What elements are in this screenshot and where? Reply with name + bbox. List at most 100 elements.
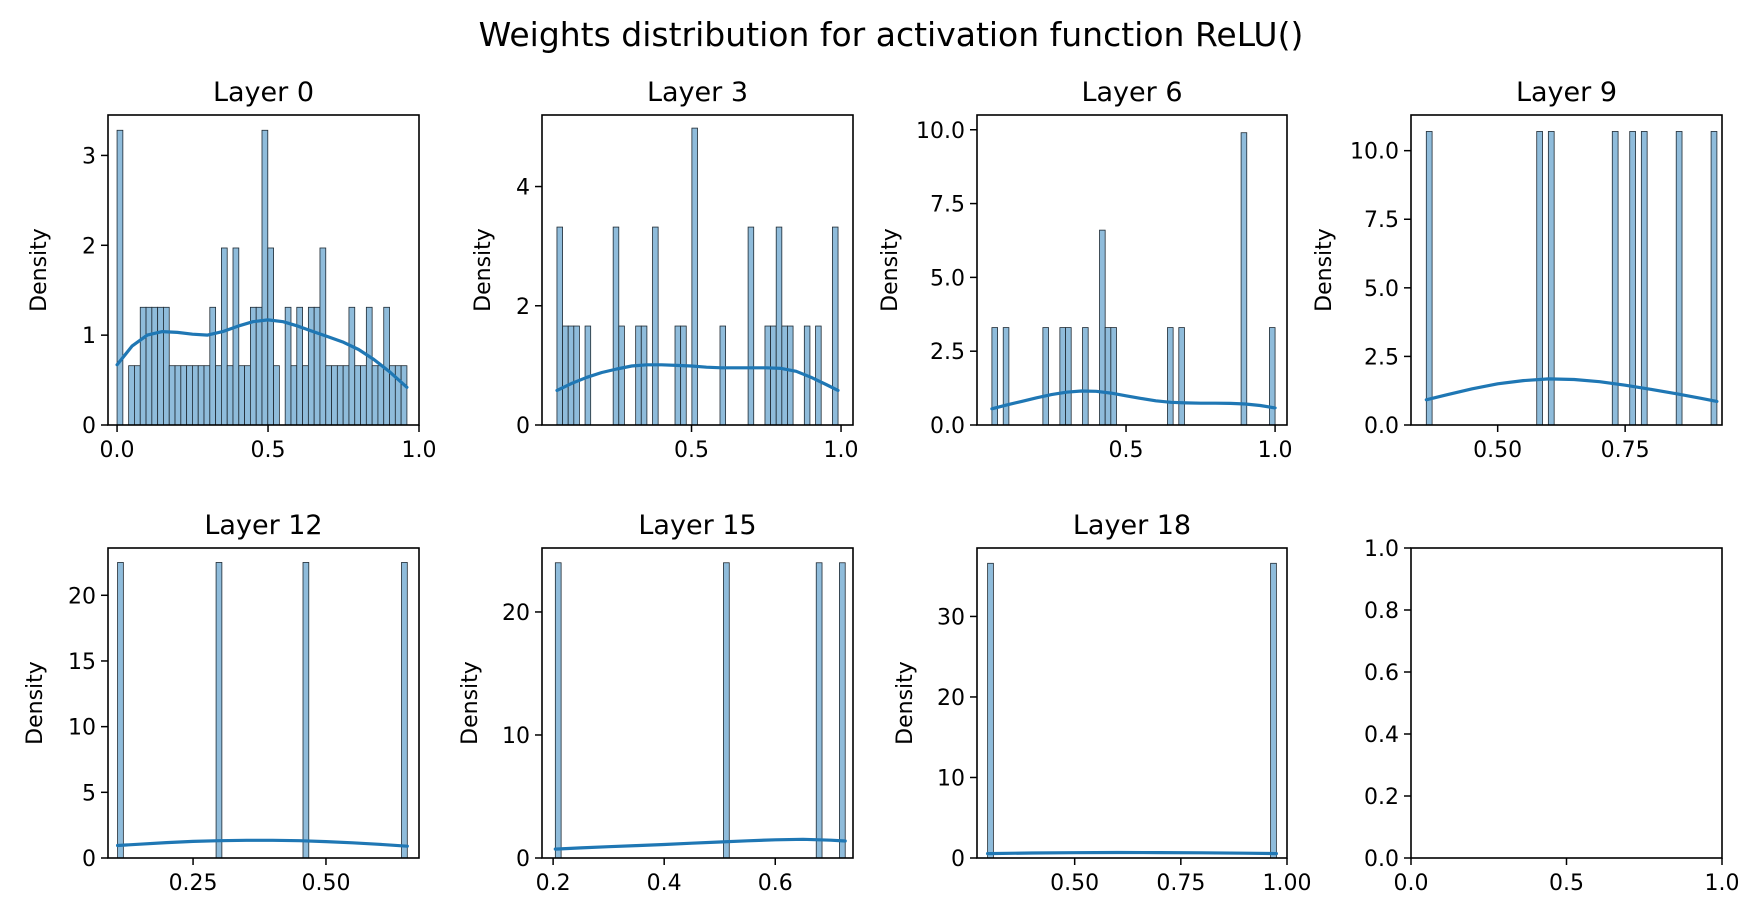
y-tick-label: 10.0 xyxy=(916,119,965,144)
histogram-bar xyxy=(197,365,205,426)
y-tick-label: 20 xyxy=(502,601,530,626)
x-tick-label: 1.00 xyxy=(1263,871,1312,896)
histogram-bar xyxy=(1065,327,1072,426)
y-tick-label: 2 xyxy=(82,234,96,259)
histogram-bar xyxy=(764,325,771,426)
histogram-bar xyxy=(618,325,625,426)
x-tick-label: 0.0 xyxy=(1394,871,1429,896)
y-tick-label: 20 xyxy=(68,584,96,609)
subplot-5: Layer 15 Density 0.2 0.4 0.6 0 10 20 xyxy=(458,510,854,896)
figure-title: Weights distribution for activation func… xyxy=(479,15,1304,54)
y-tick-label: 10 xyxy=(502,724,530,749)
y-tick-label: 7.5 xyxy=(1364,208,1399,233)
y-tick-label: 15 xyxy=(68,650,96,675)
histogram-bar xyxy=(117,562,124,859)
kde-line xyxy=(553,837,847,851)
histogram-bar xyxy=(652,226,659,426)
x-tick-label: 0.25 xyxy=(169,871,218,896)
histogram-bar xyxy=(331,365,338,426)
y-tick-label: 0.6 xyxy=(1364,661,1399,686)
subplot-title: Layer 6 xyxy=(1081,77,1182,108)
histogram-bar xyxy=(273,365,280,426)
x-tick-label: 1.0 xyxy=(1705,871,1740,896)
subplot-4: Layer 12 Density 0.25 0.50 0 5 10 15 20 xyxy=(23,510,420,896)
y-tick-label: 10 xyxy=(68,716,96,741)
y-axis-label: Density xyxy=(1312,228,1337,312)
histogram-bar xyxy=(691,127,698,426)
axes-frame xyxy=(107,114,420,426)
x-tick-label: 0.5 xyxy=(251,438,286,463)
y-tick-label: 0 xyxy=(82,414,96,439)
y-tick-label: 7.5 xyxy=(930,193,965,218)
histogram-bar xyxy=(209,306,217,426)
y-tick-label: 2.5 xyxy=(1364,345,1399,370)
histogram-bar xyxy=(674,325,682,426)
axes-frame xyxy=(541,547,854,859)
histogram-bar xyxy=(815,325,822,426)
histogram-bar xyxy=(145,306,153,426)
subplot-0: Layer 0 Density 0.0 0.5 1.0 0 1 2 3 xyxy=(27,77,437,463)
subplot-title: Layer 9 xyxy=(1516,77,1617,108)
y-axis-label: Density xyxy=(471,228,496,312)
histogram-bar xyxy=(226,365,234,426)
histogram-bar xyxy=(1269,327,1276,426)
x-tick-label: 0.5 xyxy=(1549,871,1584,896)
histogram-bar xyxy=(267,247,274,426)
subplot-title: Layer 18 xyxy=(1073,510,1191,541)
histogram-bar xyxy=(174,365,182,426)
histogram-bar xyxy=(554,562,562,859)
histogram-bar xyxy=(290,365,298,426)
histogram-bar xyxy=(360,365,367,426)
histogram-bar xyxy=(839,562,846,859)
y-tick-label: 0.0 xyxy=(1364,414,1399,439)
histogram-bar xyxy=(1167,327,1174,426)
histogram-bar xyxy=(348,306,356,426)
histogram-bar xyxy=(157,306,164,426)
histogram-bar xyxy=(313,306,321,426)
y-tick-label: 3 xyxy=(82,144,96,169)
histogram-bar xyxy=(1240,132,1248,426)
y-tick-label: 2 xyxy=(516,295,530,320)
histogram-bar xyxy=(261,129,269,426)
histogram-bar xyxy=(640,325,648,426)
histogram-bar xyxy=(377,365,385,426)
axes-frame xyxy=(976,114,1288,426)
x-tick-label: 0.50 xyxy=(301,871,350,896)
x-tick-label: 0.0 xyxy=(100,438,135,463)
histogram-bar xyxy=(781,325,788,426)
histogram-bar xyxy=(1082,327,1089,426)
histogram-bar xyxy=(244,365,251,426)
subplot-title: Layer 15 xyxy=(638,510,756,541)
x-tick-label: 0.4 xyxy=(647,871,682,896)
y-tick-label: 0.8 xyxy=(1364,599,1399,624)
y-tick-label: 0 xyxy=(516,847,530,872)
histogram-bar xyxy=(723,562,730,859)
x-tick-label: 0.50 xyxy=(1050,871,1099,896)
histogram-bar xyxy=(770,325,777,426)
y-axis-label: Density xyxy=(23,661,48,745)
histogram-bar xyxy=(232,247,240,426)
histogram-bar xyxy=(1611,131,1619,426)
y-tick-label: 0 xyxy=(516,414,530,439)
y-tick-label: 1.0 xyxy=(1364,537,1399,562)
histogram-bar xyxy=(1042,327,1049,426)
x-tick-label: 0.5 xyxy=(1109,438,1144,463)
histogram-bar xyxy=(186,365,193,426)
histogram-bar xyxy=(562,325,569,426)
y-tick-label: 0 xyxy=(951,847,965,872)
histogram-bar xyxy=(325,365,332,426)
y-tick-label: 30 xyxy=(937,605,965,630)
histogram-bar xyxy=(1178,327,1185,426)
histogram-bar xyxy=(556,226,563,426)
histogram-bar xyxy=(991,327,998,426)
histogram-bar xyxy=(192,365,199,426)
histogram-bar xyxy=(747,226,755,426)
histogram-bar xyxy=(1547,131,1555,426)
kde-line xyxy=(115,318,409,389)
y-axis-label: Density xyxy=(878,228,903,312)
histogram-bar xyxy=(1629,131,1636,426)
histogram-bar xyxy=(612,226,620,426)
y-tick-label: 20 xyxy=(937,686,965,711)
histogram-bar xyxy=(1059,327,1066,426)
